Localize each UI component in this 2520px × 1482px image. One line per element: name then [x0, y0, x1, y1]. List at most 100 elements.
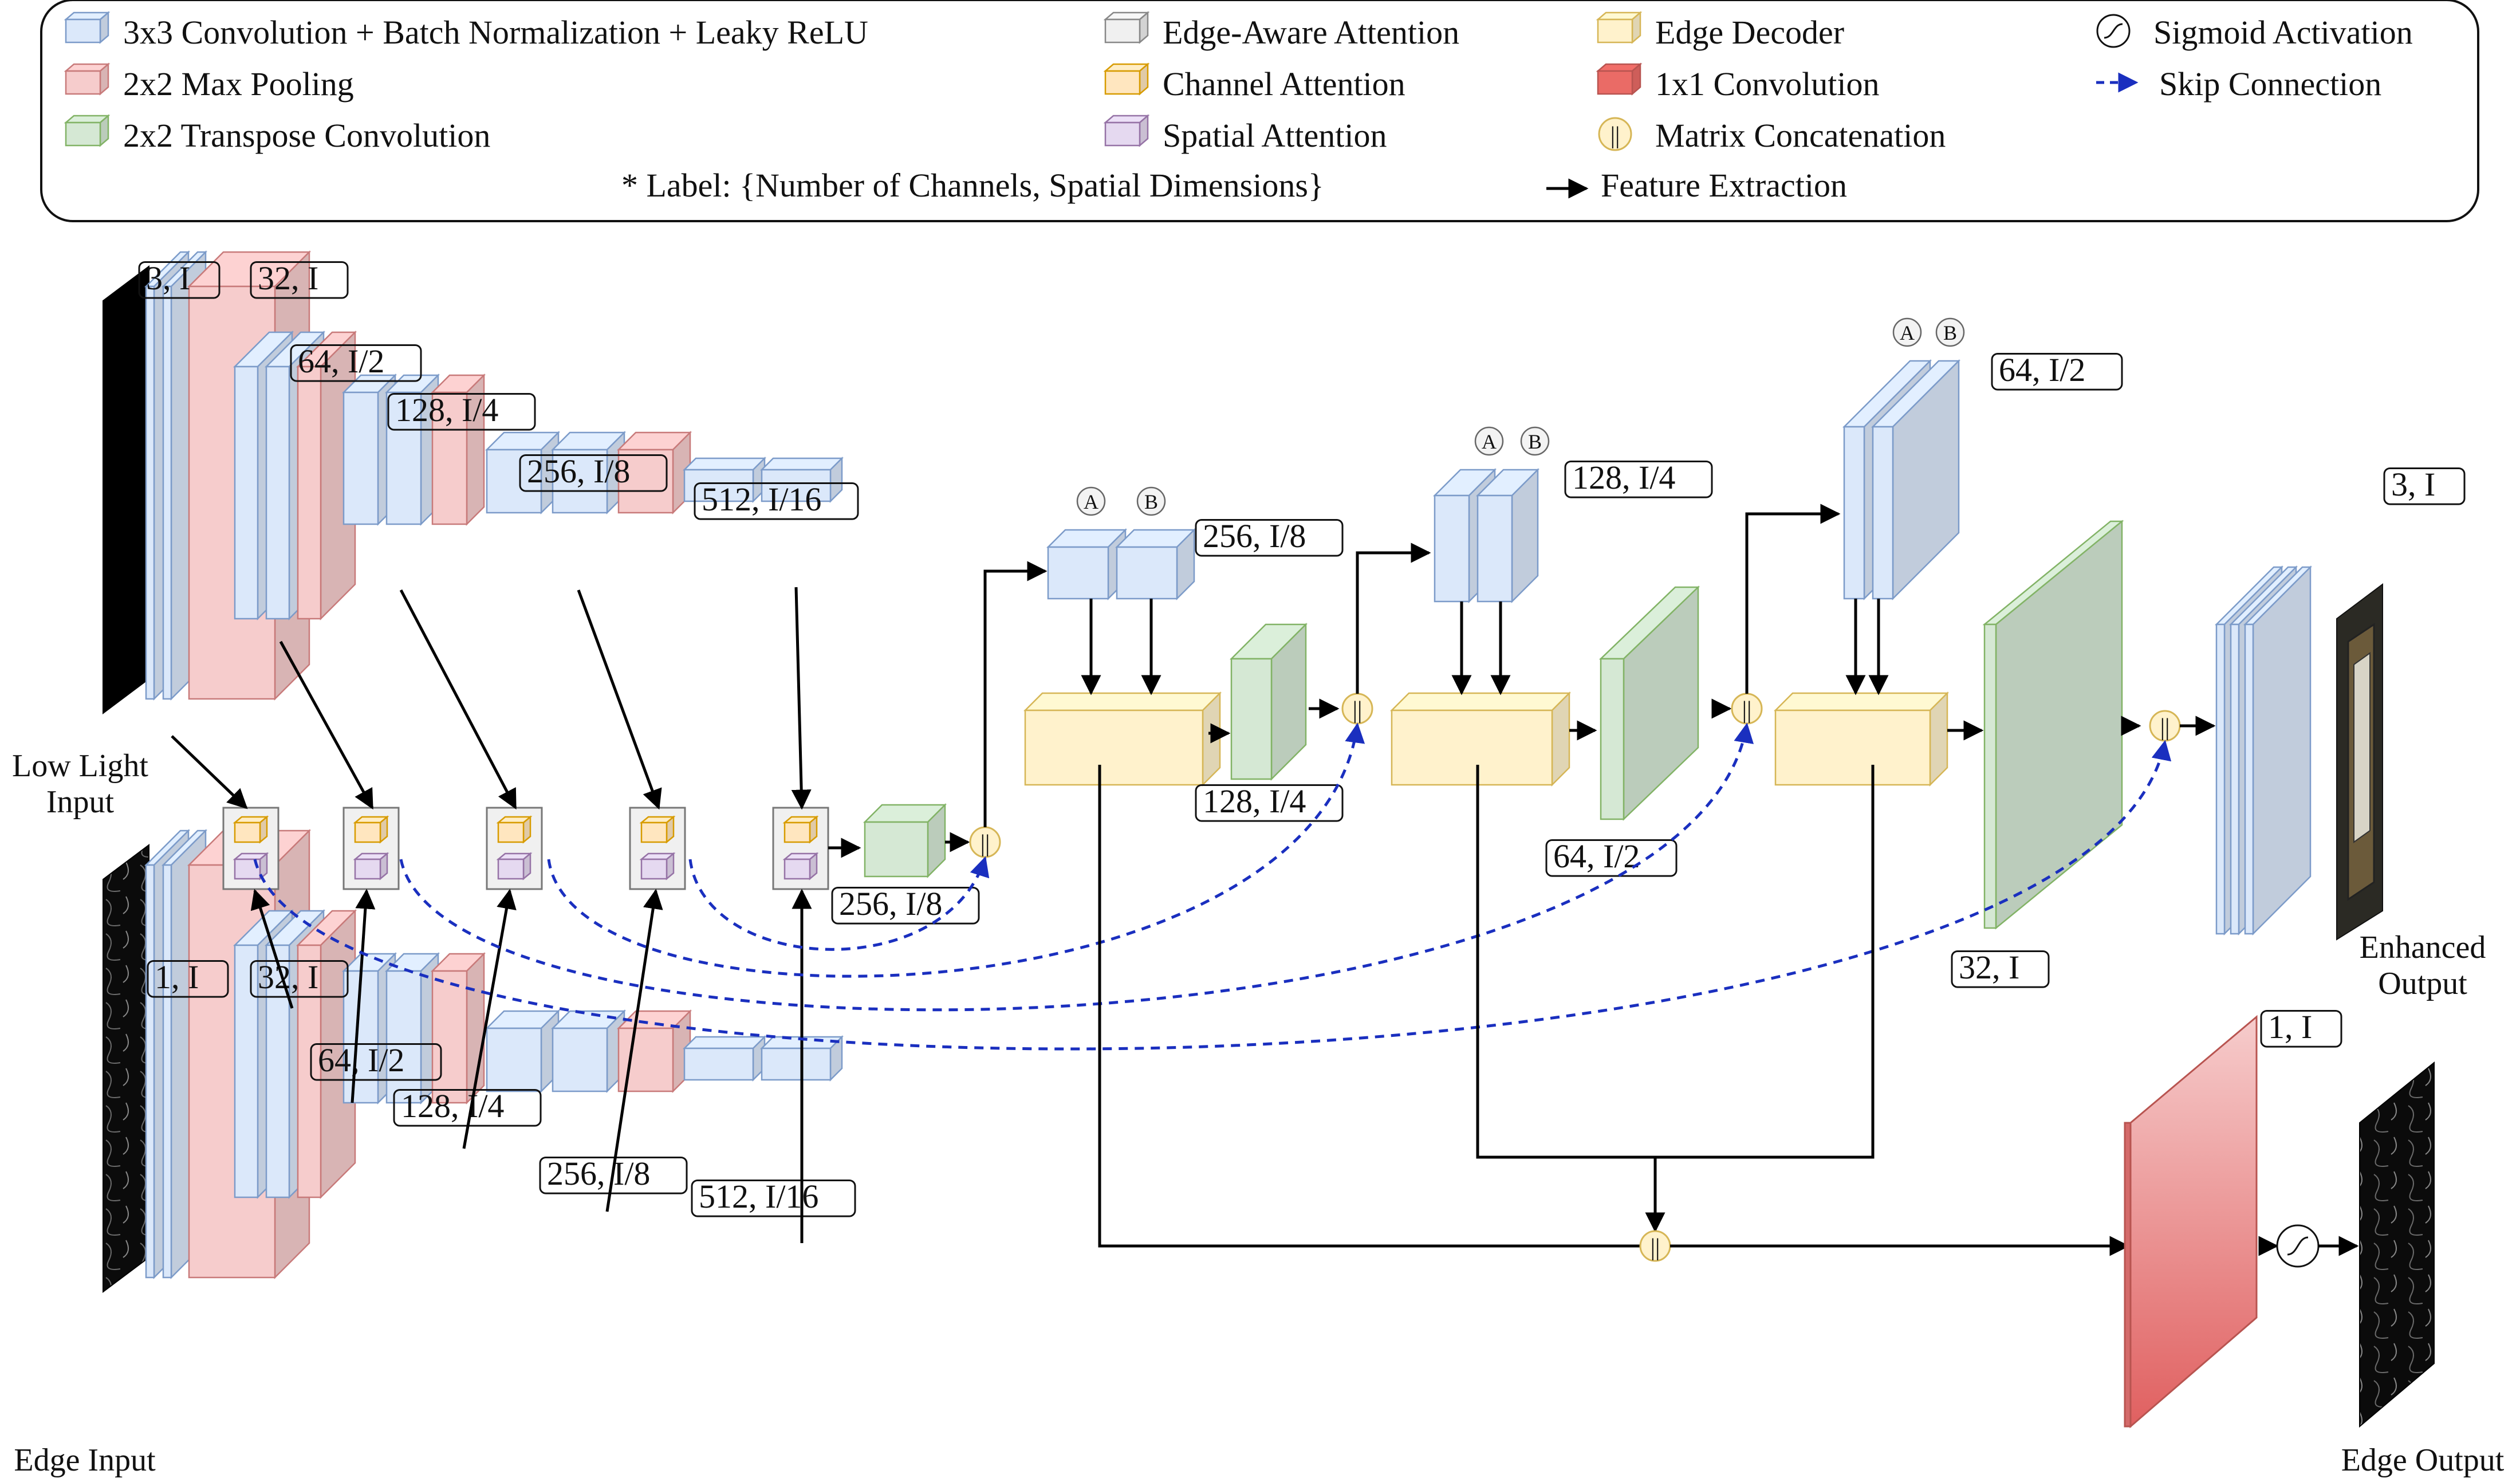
- enc-bottom-label-0: 1, I: [147, 958, 229, 998]
- feat-arrow-top-4: [577, 589, 662, 810]
- svg-text:32, I: 32, I: [258, 958, 318, 996]
- skip-1: [688, 856, 990, 951]
- svg-text:256, I/8: 256, I/8: [839, 885, 942, 922]
- legend-label: Channel Attention: [1163, 65, 1405, 103]
- dec1-label: 256, I/8: [1195, 517, 1344, 557]
- dec2-conv-a: [1432, 467, 1497, 604]
- svg-text:1, I: 1, I: [2268, 1008, 2312, 1045]
- dec1-feed: [983, 561, 1048, 827]
- dec3-up-label: 32, I: [1951, 949, 2050, 988]
- feat-arrow-bot-1: [250, 889, 294, 1009]
- svg-text:32, I: 32, I: [258, 260, 318, 297]
- legend-label: Skip Connection: [2159, 65, 2381, 103]
- out-top-label: 3, I: [2383, 466, 2466, 505]
- spatial-attention-icon: [1103, 114, 1150, 147]
- low-light-input-label-2: Input: [46, 784, 115, 820]
- enc-top-input-image: [103, 265, 149, 714]
- svg-text:256, I/8: 256, I/8: [547, 1155, 650, 1192]
- maxpool-cube-icon: [64, 62, 111, 96]
- svg-text:||: ||: [1742, 697, 1752, 724]
- legend-items: 3x3 Convolution + Batch Normalization + …: [64, 11, 2413, 199]
- dec1-edge-decoder: [1023, 691, 1222, 787]
- enc-top-label-0: 3, I: [138, 260, 220, 299]
- edge-output-image: [2359, 1061, 2435, 1428]
- edge-decoder-icon: [1596, 11, 1643, 44]
- enc-bottom-pool3: [430, 952, 486, 1105]
- concat-2: ||: [1731, 693, 1763, 725]
- dec3-branch-a: A: [1892, 317, 1922, 347]
- concat-3: ||: [2149, 710, 2181, 742]
- channel-attention-icon: [639, 815, 676, 844]
- svg-text:128, I/4: 128, I/4: [1203, 783, 1306, 820]
- legend-label: 2x2 Max Pooling: [123, 65, 354, 103]
- feat-arrow-top-3: [399, 589, 517, 810]
- enc-top-conv4a: [485, 430, 561, 515]
- dec2-conv-b: [1475, 467, 1540, 604]
- spatial-attention-icon: [353, 852, 389, 880]
- edge-input-label: Edge Input: [14, 1442, 156, 1478]
- svg-text:||: ||: [1651, 1235, 1660, 1261]
- dec1-branch-b: B: [1136, 486, 1166, 516]
- dec2-tconv: [1598, 585, 1700, 821]
- channel-attention-icon: [233, 815, 269, 844]
- final-conv-c: [2243, 565, 2313, 936]
- spatial-attention-icon: [782, 852, 819, 880]
- legend-label: 1x1 Convolution: [1655, 65, 1880, 103]
- bottleneck-label: 256, I/8: [831, 885, 980, 925]
- edge-aware-attention-1: [222, 807, 279, 890]
- concat-1: ||: [1341, 693, 1373, 725]
- svg-text:A: A: [1900, 321, 1915, 344]
- feat-arrow-top-2: [279, 640, 374, 810]
- diagram-shapes: 3, I 32, I 64, I/2 128, I/4 256, I/8 512, I/1…: [12, 250, 2505, 1478]
- svg-text:||: ||: [1353, 697, 1363, 724]
- legend-label: Sigmoid Activation: [2153, 14, 2413, 51]
- svg-text:||: ||: [2160, 714, 2170, 741]
- spatial-attention-icon: [233, 852, 269, 880]
- dec3-label: 64, I/2: [1991, 351, 2123, 391]
- svg-text:B: B: [1943, 321, 1957, 344]
- svg-text:64, I/2: 64, I/2: [298, 343, 384, 380]
- dec3-conv-b: [1871, 359, 1961, 601]
- skip-4: [253, 740, 2171, 1051]
- svg-text:3, I: 3, I: [146, 260, 190, 297]
- svg-text:128, I/4: 128, I/4: [395, 391, 498, 429]
- legend-label: Matrix Concatenation: [1655, 117, 1946, 154]
- svg-text:1, I: 1, I: [155, 958, 199, 996]
- svg-text:512, I/16: 512, I/16: [699, 1178, 818, 1215]
- svg-text:64, I/2: 64, I/2: [1999, 351, 2085, 388]
- svg-text:B: B: [1528, 430, 1542, 453]
- svg-text:128, I/4: 128, I/4: [401, 1087, 504, 1125]
- dec1-branch-a: A: [1076, 486, 1106, 516]
- svg-text:64, I/2: 64, I/2: [318, 1041, 404, 1079]
- legend-label: Edge Decoder: [1655, 14, 1844, 51]
- dec3-edge-decoder: [1773, 691, 1950, 787]
- svg-text:32, I: 32, I: [1959, 949, 2019, 986]
- edge-aware-attention-4: [629, 807, 686, 890]
- enc-bottom-label-2: 64, I/2: [310, 1041, 442, 1081]
- channel-attention-icon: [353, 815, 389, 844]
- channel-attention-icon: [496, 815, 533, 844]
- enc-bottom-label-5: 512, I/16: [691, 1178, 856, 1217]
- enc-top-pool3: [430, 373, 486, 526]
- channel-attention-icon: [782, 815, 819, 844]
- edge-attention-icon: [1103, 11, 1150, 44]
- legend-label: Spatial Attention: [1163, 117, 1387, 154]
- dec2-up-label: 64, I/2: [1545, 838, 1678, 877]
- out-bottom-label: 1, I: [2260, 1008, 2342, 1048]
- dec1-conv-b: [1115, 528, 1196, 601]
- dec1-tconv: [1229, 622, 1308, 781]
- sigmoid-node: [2276, 1224, 2320, 1268]
- enc-top-label-3: 128, I/4: [387, 391, 536, 431]
- spatial-attention-icon: [639, 852, 676, 880]
- enc-bottom-input-image: [103, 844, 149, 1293]
- dec3-branch-b: B: [1935, 317, 1965, 347]
- legend-note: * Label: {Number of Channels, Spatial Di…: [621, 167, 1324, 204]
- conv-cube-icon: [64, 11, 111, 44]
- low-light-input-label-1: Low Light: [12, 748, 148, 784]
- svg-text:||: ||: [981, 831, 990, 857]
- feat-arrow-bot-2: [351, 889, 376, 1103]
- enc-bottom-conv4b: [550, 1009, 627, 1094]
- sigmoid-icon: [2096, 14, 2131, 48]
